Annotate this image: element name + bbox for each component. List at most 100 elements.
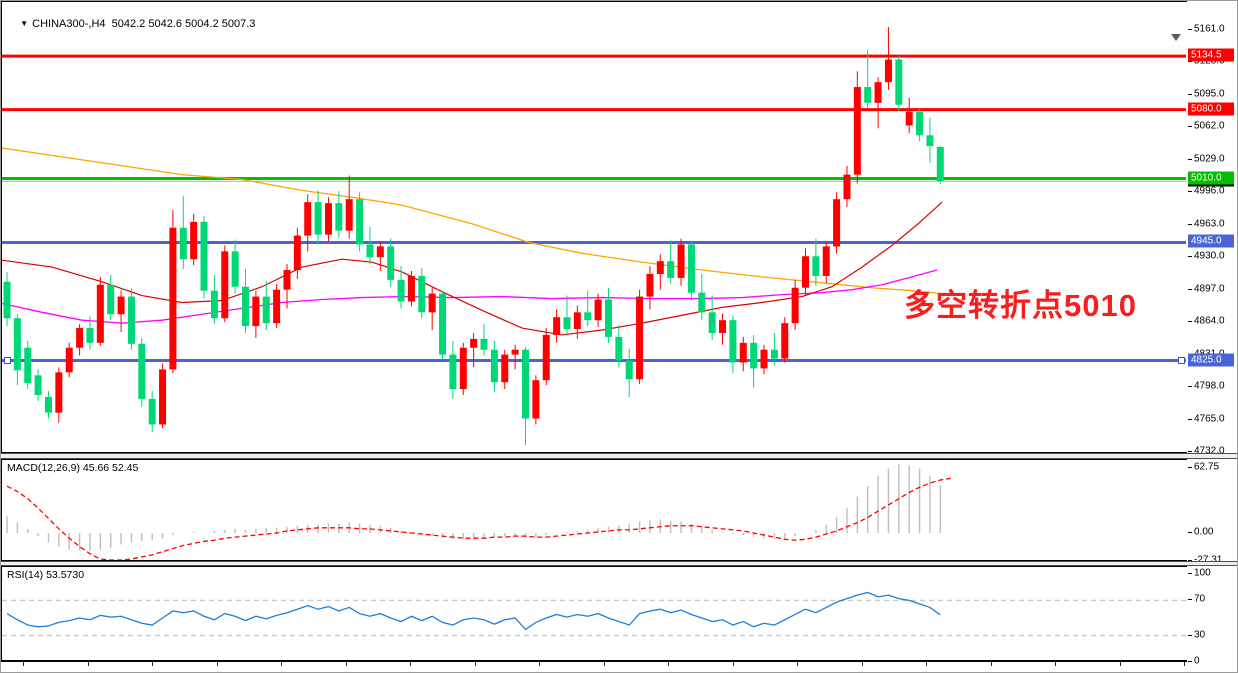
price-axis[interactable]: 5161.05128.05095.05062.05029.04996.04963… — [1187, 1, 1237, 672]
annotation-text: 多空转折点5010 — [904, 288, 1137, 323]
time-axis-tick — [991, 662, 992, 666]
macd-panel[interactable] — [1, 459, 1187, 561]
axis-tick — [1188, 467, 1192, 468]
candle-body — [791, 287, 799, 324]
candle-body — [107, 284, 115, 315]
candle-body — [356, 199, 364, 245]
splitter-macd-rsi[interactable] — [1, 561, 1237, 566]
candle-body — [179, 227, 187, 260]
time-axis-tick — [1184, 662, 1185, 666]
candle-body — [407, 275, 415, 302]
axis-tick — [1188, 191, 1192, 192]
candle-body — [812, 256, 820, 276]
candle-body — [760, 349, 768, 369]
candle-body — [687, 244, 695, 293]
candle-body — [387, 246, 395, 280]
candle-body — [905, 111, 913, 126]
candle-body — [719, 320, 727, 333]
candle-body — [148, 398, 156, 425]
macd-canvas[interactable] — [2, 460, 1186, 560]
axis-tick — [1188, 661, 1192, 662]
price-chart-canvas[interactable] — [2, 2, 1186, 452]
rsi-line — [6, 591, 941, 631]
axis-tick-label: 5161.0 — [1194, 23, 1225, 35]
moving-average-ma_fast — [2, 201, 943, 336]
candle-body — [573, 312, 581, 330]
candle-body — [708, 312, 716, 333]
axis-tick — [1188, 256, 1192, 257]
candle-body — [304, 202, 312, 236]
rsi-canvas[interactable] — [2, 567, 1186, 660]
axis-tick — [1188, 29, 1192, 30]
candle-body — [895, 59, 903, 105]
candle-body — [480, 338, 488, 350]
time-axis-tick — [152, 662, 153, 666]
axis-tick-label: 5095.0 — [1194, 88, 1225, 100]
rsi-panel[interactable] — [1, 566, 1187, 661]
candle-body — [833, 199, 841, 247]
candle-body — [553, 317, 561, 335]
splitter-price-macd[interactable] — [1, 453, 1237, 459]
level-handle-left[interactable] — [4, 356, 11, 364]
candle-body — [770, 349, 778, 359]
axis-tick — [1188, 321, 1192, 322]
candle-body — [200, 221, 208, 291]
chart-title: ▼ CHINA300-,H4 5042.2 5042.6 5004.2 5007.… — [8, 6, 255, 42]
axis-tick — [1188, 635, 1192, 636]
axis-tick-label: 70 — [1194, 593, 1206, 605]
axis-tick — [1188, 532, 1192, 533]
candle-body — [822, 246, 830, 276]
time-axis-tick — [539, 662, 540, 666]
candle-body — [262, 296, 270, 324]
axis-tick-label: 4930.0 — [1194, 250, 1225, 262]
candle-body — [55, 372, 63, 413]
candle-body — [615, 336, 623, 361]
candle-body — [428, 293, 436, 313]
candle-body — [252, 296, 260, 327]
candle-body — [864, 87, 872, 103]
time-axis-tick — [410, 662, 411, 666]
candle-body — [13, 318, 21, 371]
axis-tick — [1188, 451, 1192, 452]
scroll-anchor-icon[interactable] — [1171, 34, 1181, 41]
axis-tick — [1188, 573, 1192, 574]
candle-body — [853, 87, 861, 175]
axis-tick-label: 4996.0 — [1194, 185, 1225, 197]
axis-tick — [1188, 126, 1192, 127]
candle-body — [117, 296, 125, 315]
price-level-badge: 5134.5 — [1188, 48, 1234, 62]
time-axis-tick — [281, 662, 282, 666]
symbol-dropdown-icon[interactable]: ▼ — [20, 19, 29, 28]
candle-body — [936, 146, 944, 182]
candle-body — [729, 320, 737, 363]
candle-body — [874, 82, 882, 103]
candle-body — [501, 354, 509, 383]
axis-tick-label: 4864.0 — [1194, 315, 1225, 327]
candle-body — [376, 246, 384, 258]
time-axis-tick — [733, 662, 734, 666]
chart-symbol-period: CHINA300-,H4 — [32, 18, 106, 30]
candle-body — [667, 261, 675, 278]
price-level-badge: 4945.0 — [1188, 234, 1234, 248]
candle-body — [801, 256, 809, 288]
candle-body — [159, 369, 167, 425]
candle-body — [739, 342, 747, 363]
candle-body — [884, 59, 892, 83]
macd-signal-line — [6, 477, 951, 560]
candle-body — [470, 338, 478, 348]
candle-body — [242, 286, 250, 327]
price-chart-panel[interactable] — [1, 1, 1187, 453]
axis-tick — [1188, 94, 1192, 95]
axis-tick-label: 0.00 — [1194, 526, 1214, 538]
candle-body — [127, 296, 135, 344]
candle-body — [44, 396, 52, 413]
candle-body — [636, 296, 644, 380]
candle-body — [781, 323, 789, 359]
price-level-badge: 4825.0 — [1188, 353, 1234, 367]
candle-body — [532, 380, 540, 419]
time-axis[interactable] — [1, 661, 1237, 672]
candle-body — [231, 251, 239, 287]
candle-body — [335, 203, 343, 231]
level-handle-right[interactable] — [1178, 356, 1185, 364]
